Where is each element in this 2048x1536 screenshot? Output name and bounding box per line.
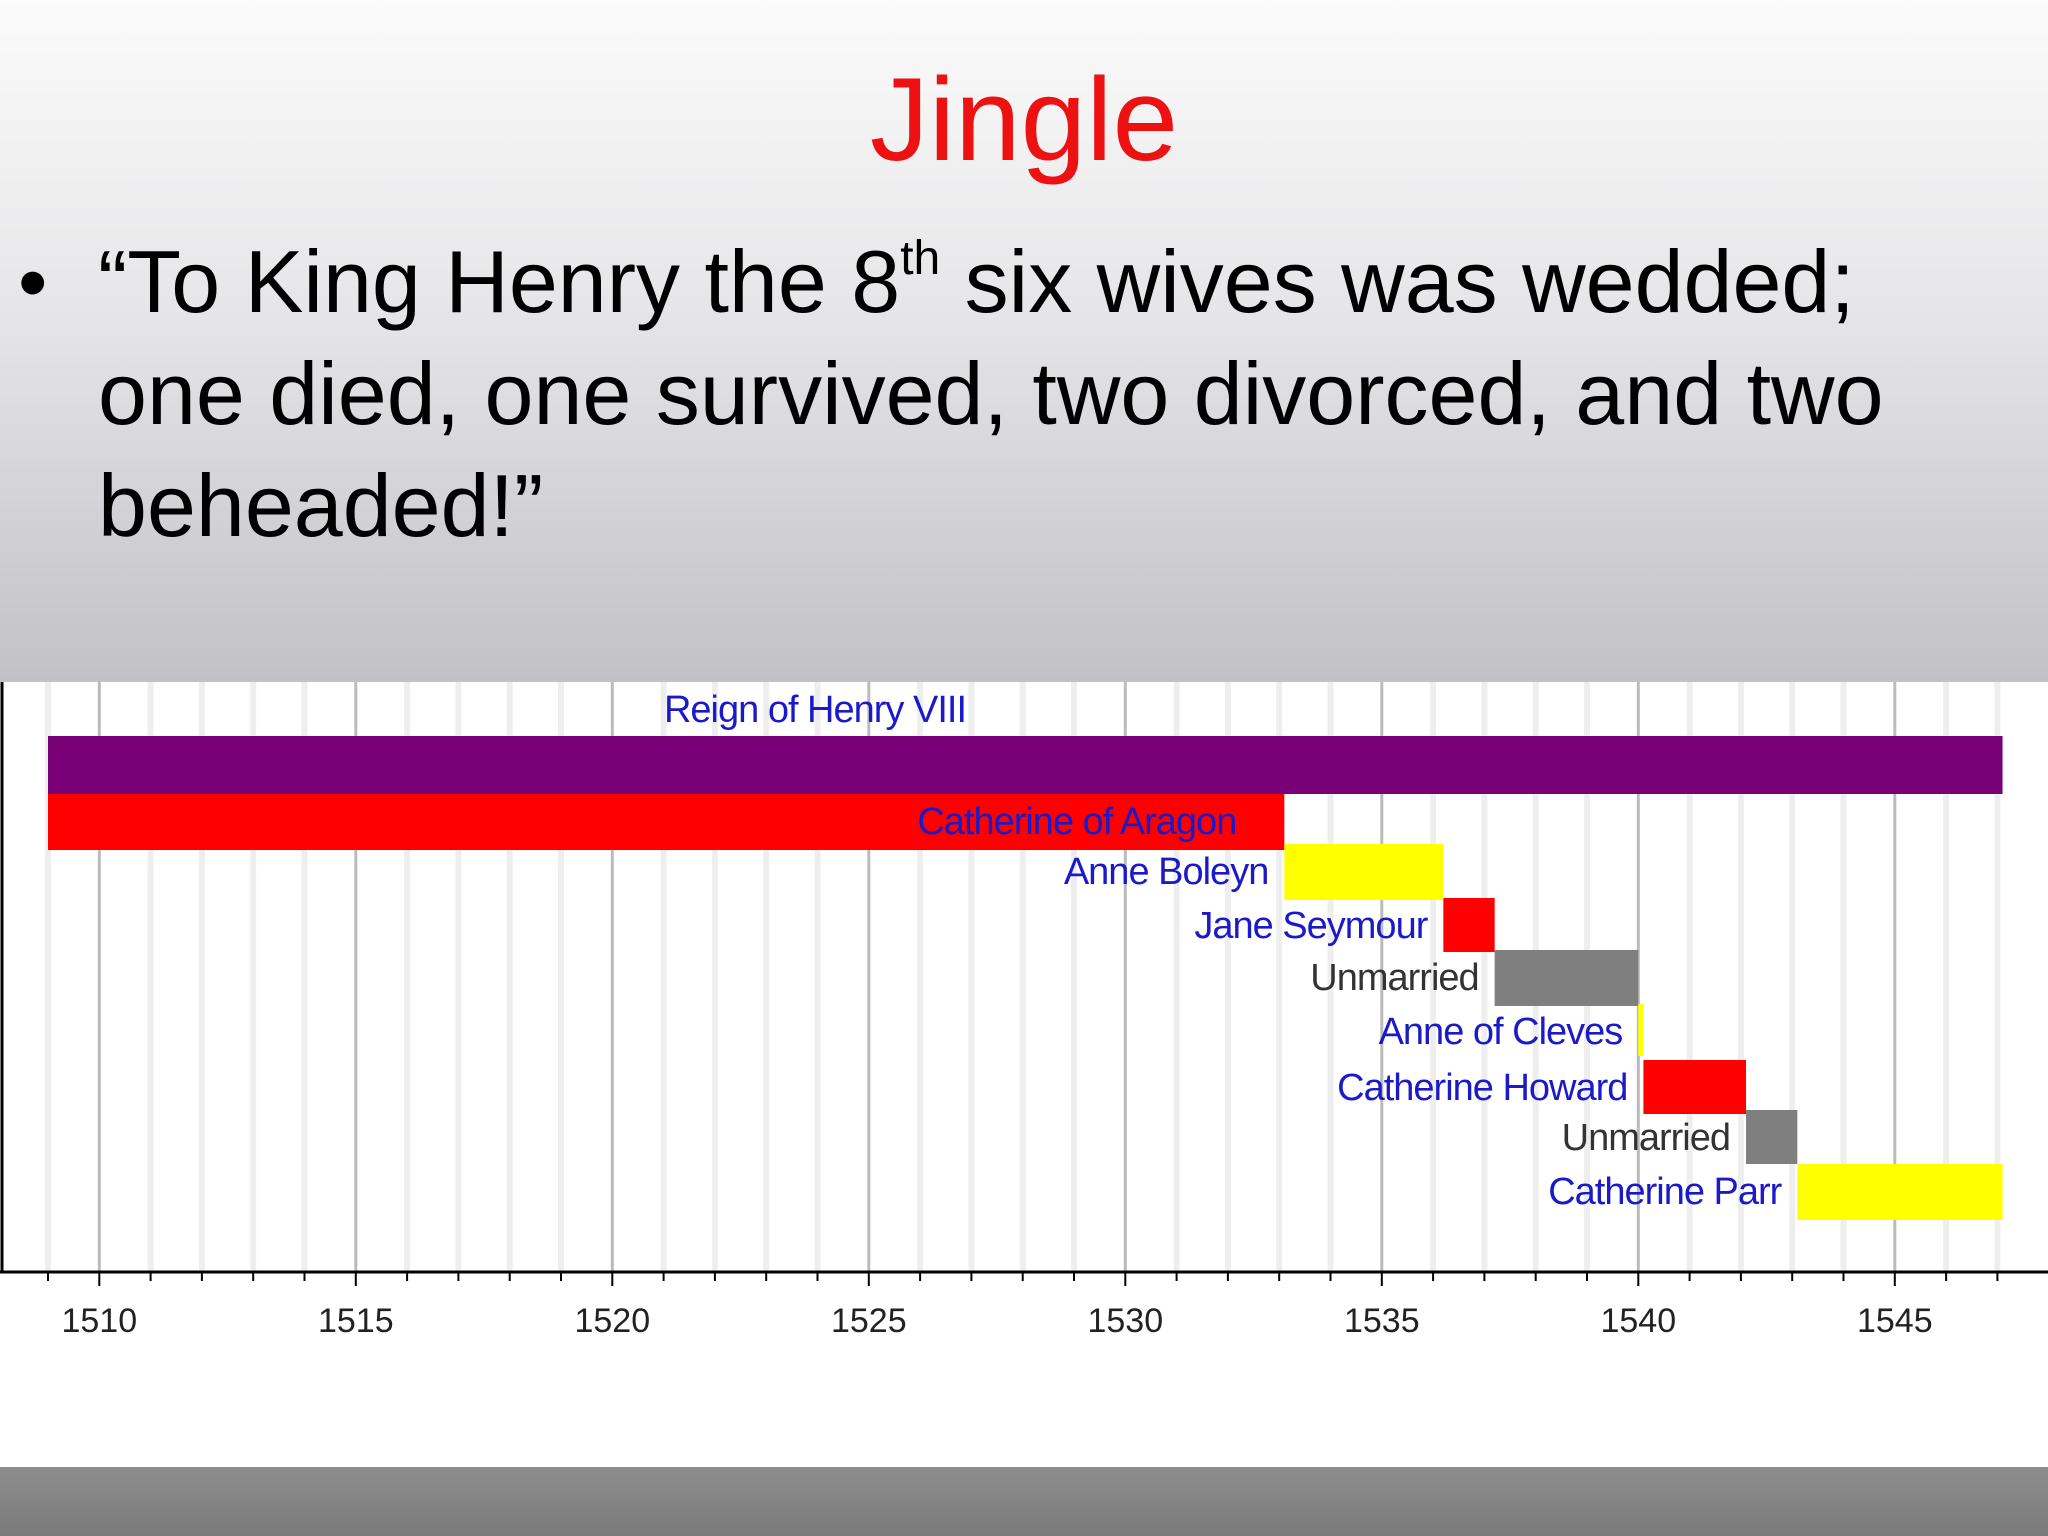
bar-label: Catherine Parr	[1548, 1171, 1782, 1213]
bullet-dot: •	[18, 235, 48, 329]
bullet-text-part: “To King Henry the 8	[98, 232, 901, 331]
timeline-bar	[1284, 844, 1444, 900]
label-layer: Reign of Henry VIII Catherine of Aragon An…	[664, 689, 1784, 1213]
timeline-chart: Reign of Henry VIII Catherine of Aragon An…	[0, 682, 2048, 1340]
x-tick-label: 1540	[1600, 1302, 1676, 1340]
bar-label: Unmarried	[1310, 957, 1478, 999]
timeline-bar	[1638, 1004, 1644, 1056]
x-tick-label: 1535	[1344, 1302, 1420, 1340]
footer-bar	[0, 1467, 2048, 1536]
x-tick-label: 1525	[831, 1302, 907, 1340]
bar-label: Anne of Cleves	[1379, 1011, 1623, 1053]
timeline-bar	[1643, 1060, 1747, 1114]
slide-title: Jingle	[869, 54, 1179, 186]
timeline-bar	[48, 794, 1285, 850]
bar-layer	[48, 736, 2003, 1220]
bullet-text: “To King Henry the 8th six wives was wed…	[98, 226, 1998, 562]
bar-label: Jane Seymour	[1194, 905, 1428, 947]
timeline-bar	[48, 736, 2003, 794]
grid-layer	[45, 682, 2001, 1272]
bullet-superscript: th	[900, 232, 941, 285]
timeline-bar	[1494, 950, 1639, 1006]
bar-label: Catherine of Aragon	[917, 801, 1236, 843]
slide-header: Jingle • “To King Henry the 8th six wive…	[0, 0, 2048, 682]
x-tick-label: 1510	[61, 1302, 137, 1340]
x-tick-label: 1545	[1857, 1302, 1933, 1340]
x-tick-label: 1515	[318, 1302, 394, 1340]
bullet-text-part: six wives was wedded; one died, one surv…	[98, 232, 1884, 555]
timeline-bar	[1746, 1110, 1798, 1164]
timeline-bar	[1797, 1164, 2003, 1220]
bar-label: Reign of Henry VIII	[664, 689, 966, 731]
bar-label: Unmarried	[1562, 1117, 1730, 1159]
x-tick-label: 1530	[1087, 1302, 1163, 1340]
timeline-bar	[1443, 898, 1495, 952]
bar-label: Anne Boleyn	[1064, 851, 1269, 893]
bar-label: Catherine Howard	[1337, 1067, 1627, 1109]
axis-layer: 1510 1515 1520 1525 1530 1535 1540 1545	[0, 682, 2048, 1340]
x-tick-label: 1520	[574, 1302, 650, 1340]
